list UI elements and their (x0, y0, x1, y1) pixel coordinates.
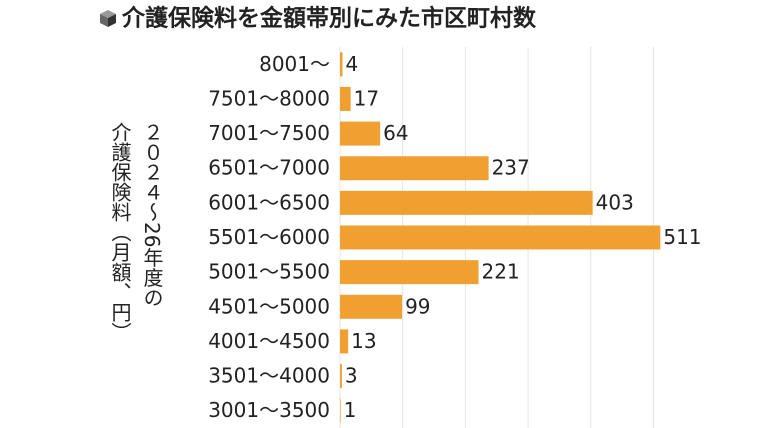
data-label: 17 (354, 86, 379, 110)
data-label: 403 (596, 190, 634, 214)
title-icon (100, 10, 116, 27)
bar (340, 121, 381, 146)
y-axis-label: ２０２４～26年度の (140, 122, 164, 307)
data-label: 3 (345, 364, 358, 388)
bar (340, 398, 341, 423)
y-tick-label: 3001～3500 (208, 398, 330, 422)
y-tick-label: 6501～7000 (208, 156, 330, 180)
y-tick-label: 8001～ (259, 52, 330, 76)
bar (340, 190, 593, 215)
data-label: 221 (482, 260, 520, 284)
data-label: 1 (344, 398, 357, 422)
y-tick-label: 7001～7500 (208, 121, 330, 145)
y-tick-label: 3501～4000 (208, 364, 330, 388)
bar (340, 329, 349, 354)
bar (340, 52, 343, 77)
bar (340, 86, 351, 111)
y-tick-label: 4001～4500 (208, 329, 330, 353)
y-tick-label: 7501～8000 (208, 86, 330, 110)
bar (340, 294, 403, 319)
bar (340, 260, 479, 285)
bar (340, 364, 342, 389)
y-tick-label: 4501～5000 (208, 294, 330, 318)
y-axis-label: 介護保険料（月額、円） (108, 122, 132, 342)
bar (340, 225, 661, 250)
y-tick-label: 5001～5500 (208, 260, 330, 284)
bar (340, 156, 489, 181)
y-tick-label: 5501～6000 (208, 225, 330, 249)
chart-title: 介護保険料を金額帯別にみた市区町村数 (121, 5, 537, 32)
y-tick-label: 6001～6500 (208, 190, 330, 214)
data-label: 64 (383, 121, 408, 145)
data-label: 4 (346, 52, 359, 76)
data-label: 237 (492, 156, 530, 180)
data-label: 511 (663, 225, 701, 249)
data-label: 13 (351, 329, 376, 353)
data-label: 99 (405, 294, 430, 318)
